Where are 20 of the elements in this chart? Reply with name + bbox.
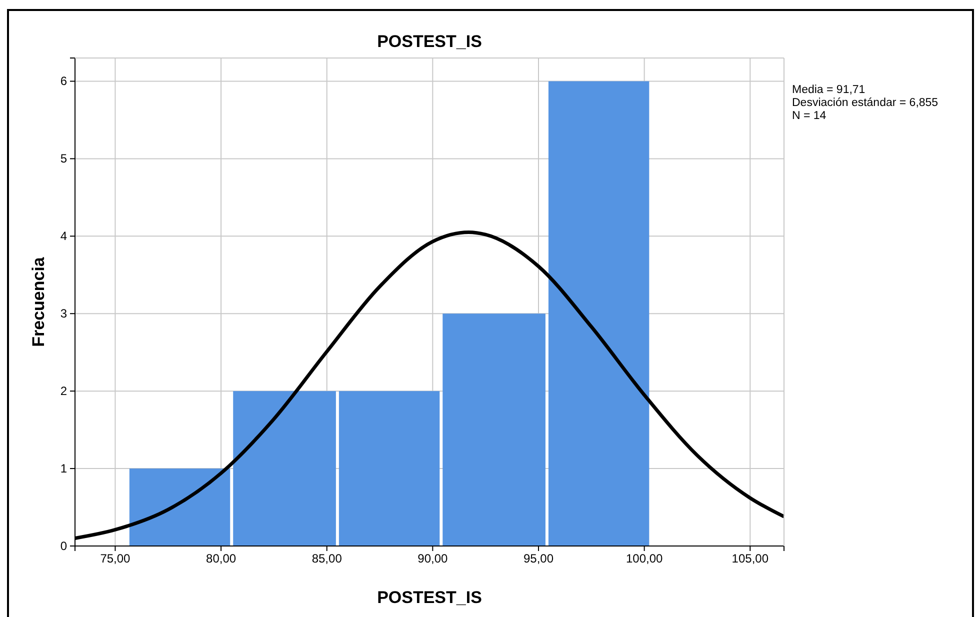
y-tick-label: 3 xyxy=(60,306,68,320)
y-tick-label: 5 xyxy=(60,152,68,166)
y-tick-label: 6 xyxy=(60,74,68,88)
y-tick-label: 4 xyxy=(60,229,68,243)
x-tick-label: 80,00 xyxy=(206,552,236,566)
x-tick-label: 75,00 xyxy=(100,552,131,566)
x-tick-label: 95,00 xyxy=(523,552,554,566)
y-tick-label: 2 xyxy=(60,384,68,398)
y-axis-title: Frecuencia xyxy=(29,256,48,347)
x-axis-title: POSTEST_IS xyxy=(377,588,482,607)
y-tick-label: 1 xyxy=(60,461,68,476)
x-tick-label: 100,00 xyxy=(626,552,663,566)
text: N = 14 xyxy=(792,110,827,122)
x-tick-label: 85,00 xyxy=(312,552,342,566)
chart-title: POSTEST_IS xyxy=(377,32,482,51)
x-tick-label: 90,00 xyxy=(418,552,448,566)
text: Desviación estándar = 6,855 xyxy=(792,97,938,109)
y-tick-label: 0 xyxy=(60,538,68,553)
x-tick-label: 105,00 xyxy=(732,552,769,566)
text: Media = 91,71 xyxy=(792,84,866,96)
